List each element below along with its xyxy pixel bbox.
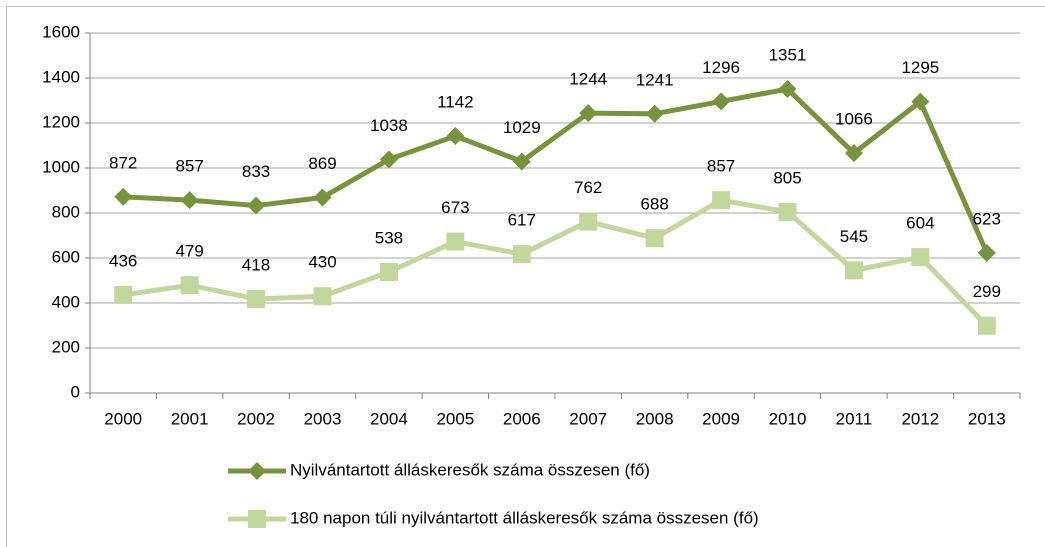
data-label: 430 — [308, 253, 336, 272]
data-label: 436 — [109, 251, 137, 270]
data-label: 688 — [640, 195, 668, 214]
point — [446, 232, 465, 251]
point — [778, 80, 797, 99]
data-label: 1295 — [901, 58, 939, 77]
x-tick-label: 2005 — [436, 409, 474, 428]
point — [645, 229, 664, 248]
legend-marker — [248, 510, 266, 528]
data-label: 673 — [441, 198, 469, 217]
point — [313, 287, 332, 306]
data-label: 1038 — [370, 116, 408, 135]
data-label: 617 — [508, 211, 536, 230]
point — [247, 289, 266, 308]
data-label: 872 — [109, 153, 137, 172]
point — [645, 104, 664, 123]
legend-label: 180 napon túli nyilvántartott álláskeres… — [290, 508, 759, 527]
y-tick-label: 0 — [71, 382, 80, 401]
data-label: 1244 — [569, 70, 607, 89]
legend-marker — [248, 462, 266, 480]
x-tick-label: 2010 — [769, 409, 807, 428]
point — [446, 127, 465, 146]
point — [977, 316, 996, 335]
point — [844, 261, 863, 280]
y-tick-label: 400 — [52, 292, 80, 311]
x-tick-label: 2012 — [901, 409, 939, 428]
data-label: 1351 — [769, 46, 807, 65]
data-label: 833 — [242, 162, 270, 181]
x-tick-label: 2007 — [569, 409, 607, 428]
x-tick-label: 2004 — [370, 409, 408, 428]
point — [180, 276, 199, 295]
point — [712, 191, 731, 210]
x-tick-label: 2000 — [104, 409, 142, 428]
y-tick-label: 200 — [52, 337, 80, 356]
data-label: 869 — [308, 154, 336, 173]
point — [313, 188, 332, 207]
point — [579, 104, 598, 123]
data-label: 418 — [242, 255, 270, 274]
x-tick-label: 2003 — [304, 409, 342, 428]
point — [512, 152, 531, 171]
point — [379, 150, 398, 169]
data-label: 857 — [175, 157, 203, 176]
data-label: 762 — [574, 178, 602, 197]
point — [844, 144, 863, 163]
series-line — [123, 86, 990, 254]
x-tick-label: 2011 — [836, 409, 873, 428]
point — [712, 92, 731, 111]
point — [114, 285, 133, 304]
x-tick-label: 2002 — [237, 409, 275, 428]
x-tick-label: 2008 — [636, 409, 674, 428]
point — [114, 187, 133, 206]
data-label: 1029 — [503, 118, 541, 137]
data-label: 479 — [175, 242, 203, 261]
point — [579, 212, 598, 231]
point — [911, 248, 930, 267]
y-tick-label: 1200 — [42, 112, 80, 131]
y-tick-label: 1000 — [42, 157, 80, 176]
series-line — [122, 197, 989, 328]
y-tick-label: 800 — [52, 202, 80, 221]
point — [911, 92, 930, 111]
y-tick-label: 1400 — [42, 67, 80, 86]
data-label: 857 — [707, 157, 735, 176]
x-tick-label: 2006 — [503, 409, 541, 428]
data-label: 545 — [840, 227, 868, 246]
point — [778, 202, 797, 221]
data-label: 1142 — [437, 93, 474, 112]
point — [977, 243, 996, 262]
point — [180, 191, 199, 210]
y-tick-label: 600 — [52, 247, 80, 266]
data-label: 1241 — [636, 70, 674, 89]
y-tick-label: 1600 — [42, 22, 80, 41]
x-tick-label: 2001 — [171, 409, 209, 428]
data-label: 623 — [973, 209, 1001, 228]
data-label: 299 — [973, 282, 1001, 301]
frame — [6, 6, 1045, 547]
data-label: 604 — [906, 214, 934, 233]
data-label: 805 — [773, 168, 801, 187]
data-label: 1296 — [702, 58, 740, 77]
point — [247, 196, 266, 215]
x-tick-label: 2009 — [702, 409, 740, 428]
x-tick-label: 2013 — [968, 409, 1006, 428]
point — [379, 262, 398, 281]
data-label: 538 — [375, 228, 403, 247]
legend-label: Nyilvántartott álláskeresők száma összes… — [290, 460, 650, 479]
point — [512, 245, 531, 264]
data-label: 1066 — [835, 110, 873, 129]
